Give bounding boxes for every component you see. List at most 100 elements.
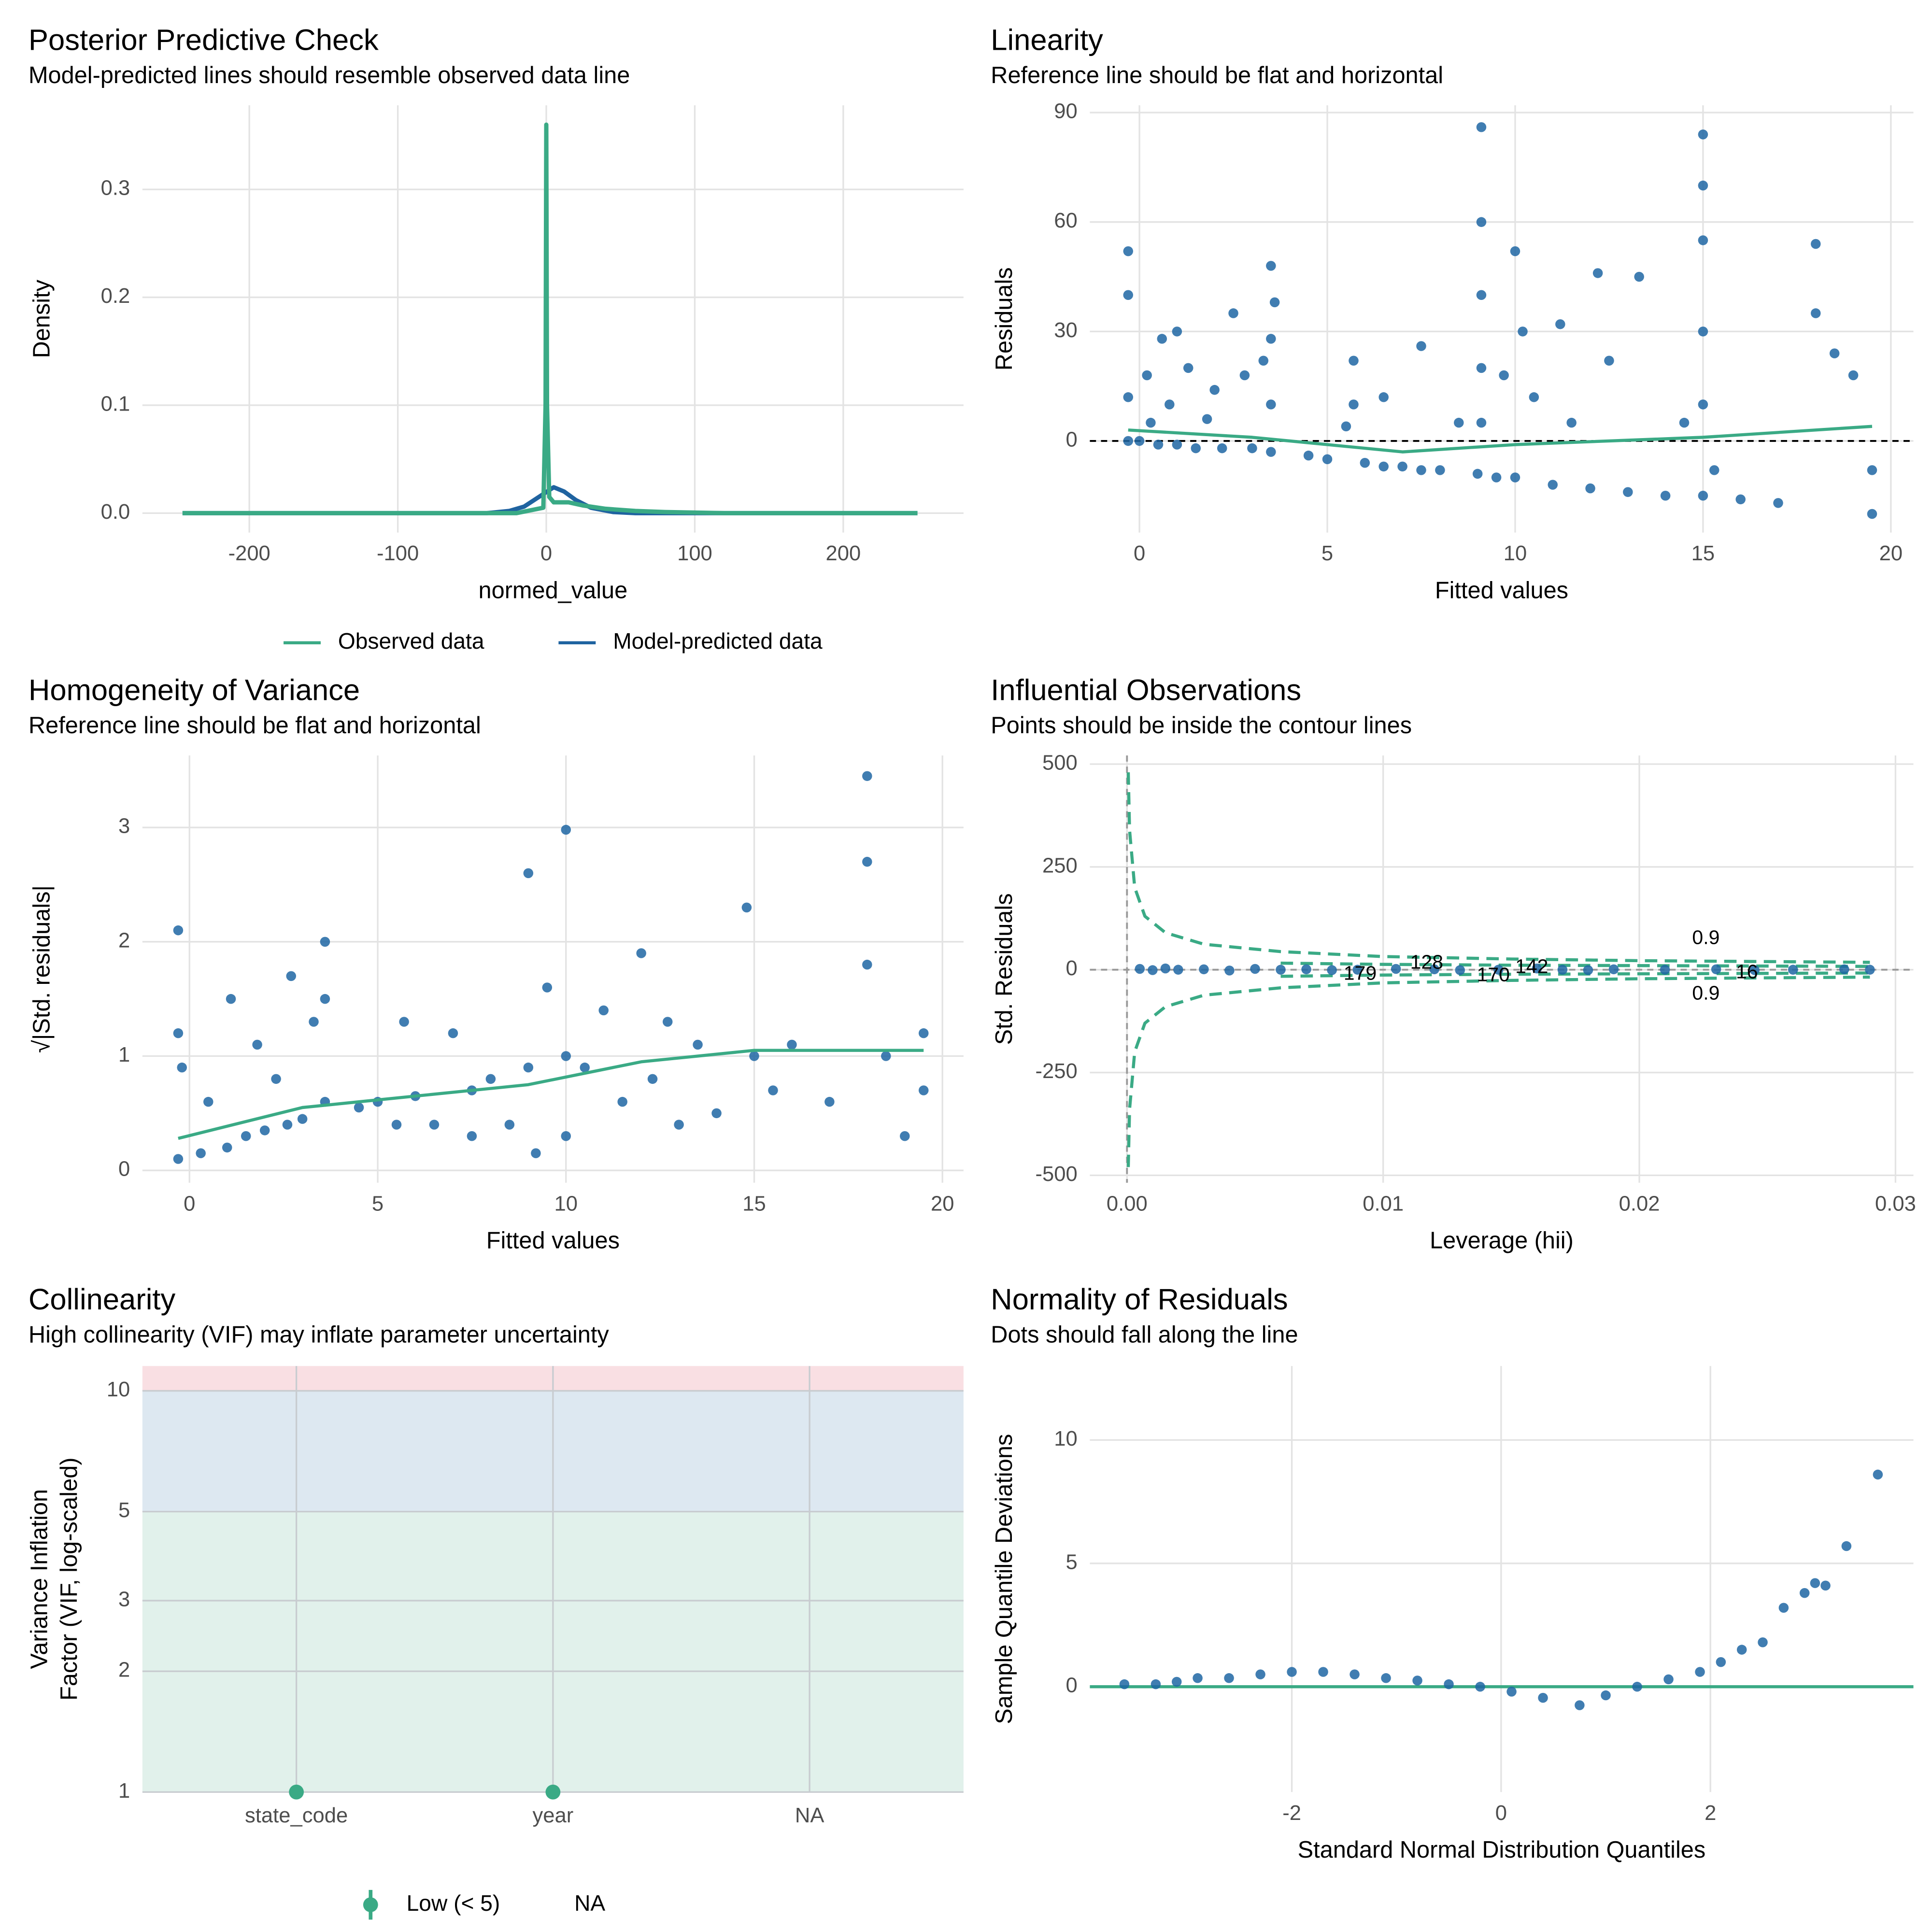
- data-line: [178, 1049, 924, 1140]
- data-point: [1151, 1679, 1161, 1690]
- panel-title: Collinearity: [28, 1283, 176, 1316]
- x-tick-label: 0.02: [1619, 1192, 1660, 1215]
- data-point: [1172, 327, 1182, 337]
- data-point: [711, 1108, 722, 1119]
- data-point: [741, 902, 752, 913]
- data-point: [542, 982, 553, 993]
- y-tick-label: 90: [1054, 100, 1077, 123]
- data-point: [1811, 308, 1821, 318]
- data-point: [636, 948, 646, 958]
- data-point: [399, 1017, 409, 1027]
- data-point: [1287, 1667, 1297, 1677]
- data-point: [1867, 465, 1877, 475]
- x-axis-title: normed_value: [479, 578, 628, 604]
- data-point: [391, 1120, 402, 1130]
- contour-line: [1126, 772, 1870, 964]
- x-tick-label: state_code: [245, 1804, 348, 1827]
- x-tick-label: -2: [1282, 1802, 1301, 1825]
- data-point: [1322, 454, 1333, 464]
- x-tick-label: 0: [1134, 542, 1145, 565]
- data-point: [1788, 965, 1798, 975]
- x-axis-title: Standard Normal Distribution Quantiles: [1298, 1837, 1706, 1863]
- data-point: [1575, 1700, 1585, 1710]
- data-point: [1239, 370, 1250, 381]
- data-point: [320, 994, 330, 1004]
- data-point: [1378, 461, 1389, 472]
- data-point: [1810, 1578, 1820, 1588]
- x-tick-label: 10: [1504, 542, 1527, 565]
- contour-line: [1126, 975, 1870, 1167]
- data-point: [222, 1142, 232, 1153]
- data-point: [1217, 443, 1227, 454]
- data-point: [1224, 1673, 1234, 1683]
- legend-key: [363, 1897, 378, 1912]
- x-tick-label: 20: [1879, 542, 1903, 565]
- x-tick-label: 20: [931, 1192, 954, 1215]
- data-point: [561, 1131, 571, 1141]
- data-point: [1301, 964, 1311, 975]
- data-point: [1429, 964, 1440, 975]
- data-point: [448, 1028, 458, 1038]
- data-point: [1604, 355, 1614, 366]
- x-tick-label: 0: [184, 1192, 195, 1215]
- data-point: [1146, 417, 1156, 428]
- y-axis-title: Std. Residuals: [991, 893, 1017, 1045]
- data-point: [1416, 341, 1426, 351]
- data-point: [1848, 370, 1859, 381]
- panel-subtitle: Dots should fall along the line: [991, 1322, 1298, 1348]
- data-point: [918, 1028, 929, 1038]
- data-point: [1255, 1669, 1265, 1679]
- data-point: [1266, 447, 1276, 457]
- data-point: [309, 1017, 319, 1027]
- data-point: [173, 1154, 184, 1164]
- data-point: [1193, 1673, 1203, 1683]
- data-point: [1510, 246, 1520, 256]
- data-line: [1128, 425, 1873, 454]
- x-axis-title: Fitted values: [486, 1228, 620, 1254]
- data-point: [429, 1120, 440, 1130]
- data-point: [1811, 239, 1821, 249]
- data-point: [286, 971, 297, 981]
- y-tick-label: -250: [1036, 1060, 1078, 1083]
- data-point: [1134, 436, 1145, 446]
- y-tick-label: 1: [118, 1043, 130, 1066]
- data-point: [1865, 965, 1875, 975]
- data-point: [1350, 1669, 1360, 1679]
- y-tick-label: 0: [118, 1158, 130, 1181]
- data-point: [1250, 964, 1260, 974]
- panel-subtitle: Points should be inside the contour line…: [991, 712, 1412, 739]
- data-point: [271, 1074, 281, 1084]
- data-point: [1391, 964, 1401, 974]
- y-tick-label: 5: [1066, 1550, 1078, 1574]
- data-point: [1183, 363, 1193, 373]
- data-point: [1199, 964, 1209, 975]
- data-point: [177, 1062, 187, 1073]
- data-point: [1698, 327, 1708, 337]
- data-point: [674, 1120, 684, 1130]
- data-point: [1711, 964, 1721, 975]
- x-tick-label: -200: [228, 542, 270, 565]
- data-point: [1499, 370, 1509, 381]
- data-point: [1529, 392, 1539, 402]
- data-point: [1327, 965, 1337, 975]
- data-point: [1397, 461, 1407, 472]
- data-point: [467, 1131, 477, 1141]
- panel-title: Normality of Residuals: [991, 1283, 1288, 1316]
- y-tick-label: 0: [1066, 1674, 1078, 1697]
- x-tick-label: 15: [742, 1192, 766, 1215]
- data-point: [1135, 964, 1145, 974]
- vif-point: [545, 1784, 561, 1800]
- data-point: [1839, 964, 1849, 975]
- data-point: [1165, 399, 1175, 410]
- data-point: [1660, 491, 1671, 501]
- point-annotation: 128: [1410, 951, 1443, 973]
- data-point: [1123, 246, 1134, 256]
- point-annotation: 0.9: [1692, 926, 1719, 949]
- data-point: [1276, 965, 1286, 975]
- data-point: [1698, 180, 1708, 191]
- x-tick-label: 0: [540, 542, 552, 565]
- data-point: [1269, 297, 1280, 308]
- y-tick-label: 250: [1042, 854, 1078, 877]
- y-axis-title: Sample Quantile Deviations: [991, 1434, 1017, 1724]
- panel-subtitle: Reference line should be flat and horizo…: [28, 712, 481, 739]
